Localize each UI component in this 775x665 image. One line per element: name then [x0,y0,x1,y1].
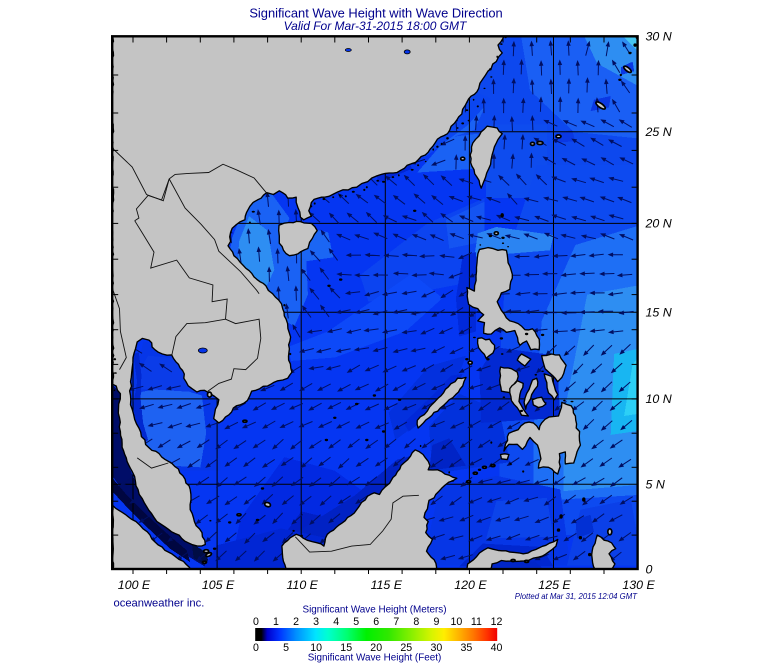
svg-text:40: 40 [491,642,503,654]
svg-text:35: 35 [461,642,473,654]
svg-text:20: 20 [370,642,382,654]
svg-text:20 N: 20 N [645,217,672,231]
svg-text:105 E: 105 E [202,578,235,592]
svg-text:3: 3 [313,616,319,628]
svg-text:10: 10 [451,616,463,628]
svg-text:Significant Wave Height (Meter: Significant Wave Height (Meters) [303,605,447,616]
svg-text:7: 7 [393,616,399,628]
svg-text:5: 5 [283,642,289,654]
svg-text:10: 10 [310,642,322,654]
svg-text:Plotted at Mar 31, 2015 12:04: Plotted at Mar 31, 2015 12:04 GMT [515,592,638,601]
svg-text:12: 12 [491,616,503,628]
svg-text:8: 8 [413,616,419,628]
svg-text:130 E: 130 E [622,578,655,592]
svg-text:0: 0 [253,642,259,654]
svg-text:Significant Wave Height (Feet): Significant Wave Height (Feet) [308,652,442,663]
svg-text:9: 9 [433,616,439,628]
svg-text:Significant Wave Height with W: Significant Wave Height with Wave Direct… [249,6,502,21]
svg-text:115 E: 115 E [371,578,403,592]
svg-text:100 E: 100 E [118,578,151,592]
svg-text:11: 11 [471,616,482,628]
svg-text:1: 1 [273,616,279,628]
svg-text:30: 30 [431,642,443,654]
svg-text:5: 5 [353,616,359,628]
svg-text:125 E: 125 E [538,578,571,592]
svg-text:15: 15 [340,642,352,654]
svg-text:2: 2 [293,616,299,628]
svg-text:25 N: 25 N [645,125,672,139]
svg-text:10 N: 10 N [646,392,672,406]
svg-text:0: 0 [646,562,653,576]
svg-text:4: 4 [333,616,339,628]
svg-text:Valid For Mar-31-2015 18:00 GM: Valid For Mar-31-2015 18:00 GMT [284,19,468,33]
svg-text:oceanweather inc.: oceanweather inc. [114,598,205,610]
svg-text:5 N: 5 N [646,478,665,492]
svg-text:0: 0 [253,616,259,628]
svg-text:25: 25 [400,642,412,654]
svg-text:15 N: 15 N [646,306,672,320]
svg-text:6: 6 [373,616,379,628]
svg-text:110 E: 110 E [286,578,318,592]
svg-text:120 E: 120 E [454,578,487,592]
svg-text:30 N: 30 N [646,30,672,44]
